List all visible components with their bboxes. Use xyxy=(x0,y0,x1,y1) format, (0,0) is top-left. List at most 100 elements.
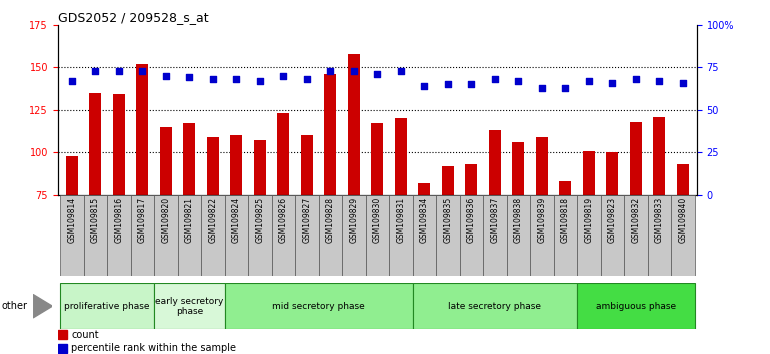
Text: GSM109835: GSM109835 xyxy=(444,197,452,244)
Point xyxy=(206,76,219,82)
Point xyxy=(183,75,196,80)
Text: GSM109840: GSM109840 xyxy=(678,197,688,244)
Bar xyxy=(648,195,671,276)
Bar xyxy=(301,135,313,195)
Point xyxy=(583,78,595,84)
Bar xyxy=(371,123,383,195)
Text: GSM109834: GSM109834 xyxy=(420,197,429,244)
Text: GSM109817: GSM109817 xyxy=(138,197,147,243)
Text: percentile rank within the sample: percentile rank within the sample xyxy=(71,343,236,353)
Bar xyxy=(671,195,695,276)
Bar xyxy=(66,156,78,195)
Bar xyxy=(58,331,68,339)
Bar xyxy=(277,113,290,195)
Bar xyxy=(295,195,319,276)
Bar xyxy=(559,181,571,195)
Text: GSM109823: GSM109823 xyxy=(608,197,617,243)
Point xyxy=(300,76,313,82)
Point xyxy=(489,76,501,82)
Bar xyxy=(418,183,430,195)
Text: GSM109828: GSM109828 xyxy=(326,197,335,243)
Bar xyxy=(654,116,665,195)
Bar xyxy=(324,74,336,195)
Bar xyxy=(107,195,131,276)
Text: GSM109838: GSM109838 xyxy=(514,197,523,243)
Point xyxy=(465,81,477,87)
Bar xyxy=(389,195,413,276)
Bar xyxy=(489,130,500,195)
Point xyxy=(159,73,172,79)
Point xyxy=(559,85,571,91)
Point xyxy=(65,78,78,84)
Bar xyxy=(483,195,507,276)
Text: GSM109824: GSM109824 xyxy=(232,197,241,243)
Bar xyxy=(348,54,360,195)
Text: GSM109818: GSM109818 xyxy=(561,197,570,243)
Bar xyxy=(113,95,125,195)
Bar xyxy=(84,195,107,276)
Point xyxy=(277,73,290,79)
Text: GSM109816: GSM109816 xyxy=(114,197,123,243)
Bar xyxy=(413,195,436,276)
Point xyxy=(253,78,266,84)
Bar xyxy=(230,135,243,195)
Bar xyxy=(319,195,342,276)
Bar xyxy=(225,283,413,329)
Text: proliferative phase: proliferative phase xyxy=(65,302,150,311)
Bar xyxy=(583,150,594,195)
Bar xyxy=(272,195,295,276)
Bar xyxy=(131,195,154,276)
Point xyxy=(347,68,360,74)
Text: GSM109830: GSM109830 xyxy=(373,197,382,244)
Point xyxy=(653,78,665,84)
Text: GSM109827: GSM109827 xyxy=(303,197,311,243)
Bar xyxy=(460,195,483,276)
Bar xyxy=(154,283,225,329)
Point xyxy=(136,68,149,74)
Bar xyxy=(248,195,272,276)
Text: other: other xyxy=(2,301,28,311)
Text: mid secretory phase: mid secretory phase xyxy=(272,302,365,311)
Point xyxy=(395,68,407,74)
Polygon shape xyxy=(33,295,52,318)
Point xyxy=(371,71,383,77)
Point xyxy=(442,81,454,87)
Bar xyxy=(207,137,219,195)
Text: GSM109821: GSM109821 xyxy=(185,197,194,243)
Bar xyxy=(178,195,201,276)
Bar xyxy=(366,195,389,276)
Text: GDS2052 / 209528_s_at: GDS2052 / 209528_s_at xyxy=(58,11,209,24)
Point xyxy=(230,76,243,82)
Text: GSM109820: GSM109820 xyxy=(162,197,170,243)
Bar xyxy=(395,118,407,195)
Bar xyxy=(442,166,454,195)
Text: GSM109815: GSM109815 xyxy=(91,197,100,243)
Bar xyxy=(58,344,68,353)
Text: GSM109836: GSM109836 xyxy=(467,197,476,244)
Point xyxy=(512,78,524,84)
Bar xyxy=(512,142,524,195)
Bar xyxy=(413,283,577,329)
Point xyxy=(324,68,336,74)
Text: GSM109832: GSM109832 xyxy=(631,197,641,243)
Point xyxy=(112,68,125,74)
Text: GSM109814: GSM109814 xyxy=(67,197,76,243)
Bar xyxy=(201,195,225,276)
Text: GSM109819: GSM109819 xyxy=(584,197,593,243)
Point xyxy=(418,83,430,89)
Bar xyxy=(89,93,101,195)
Bar xyxy=(465,164,477,195)
Point xyxy=(630,76,642,82)
Text: GSM109826: GSM109826 xyxy=(279,197,288,243)
Text: GSM109839: GSM109839 xyxy=(537,197,546,244)
Text: GSM109822: GSM109822 xyxy=(209,197,217,243)
Text: early secretory
phase: early secretory phase xyxy=(155,297,223,316)
Text: GSM109831: GSM109831 xyxy=(397,197,405,243)
Bar xyxy=(183,123,196,195)
Bar xyxy=(607,152,618,195)
Bar xyxy=(530,195,554,276)
Point xyxy=(677,80,689,85)
Text: count: count xyxy=(71,330,99,340)
Bar xyxy=(507,195,530,276)
Bar xyxy=(254,140,266,195)
